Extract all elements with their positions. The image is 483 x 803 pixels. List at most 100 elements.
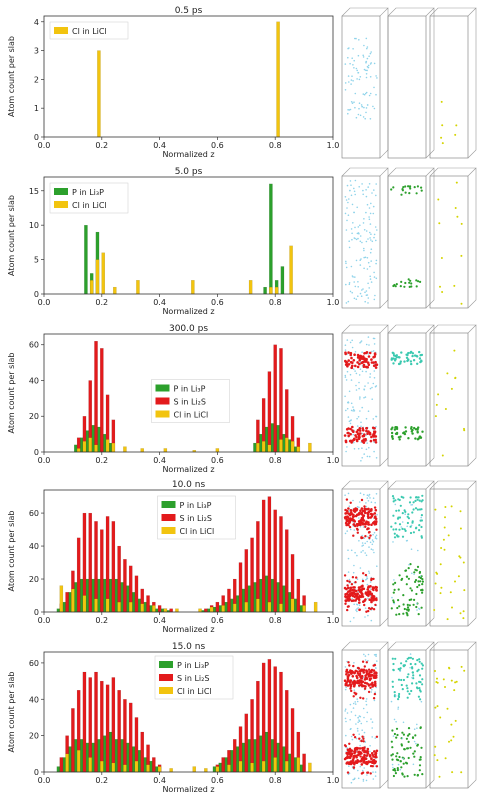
p-atom (394, 581, 397, 585)
p-atom (413, 571, 416, 574)
p-atom (416, 438, 420, 441)
bar (238, 562, 243, 613)
li-atom (357, 777, 360, 780)
p-atom (392, 774, 395, 778)
plot-frame (43, 15, 334, 138)
li-atom (344, 349, 347, 351)
li-atom (410, 548, 413, 550)
p-atom (417, 668, 420, 671)
li-atom (369, 237, 371, 239)
li-atom (365, 700, 367, 703)
s-atom (364, 521, 368, 525)
cl-atom (434, 745, 437, 748)
s-atom (344, 359, 347, 363)
s-atom (370, 523, 373, 526)
li-atom (347, 56, 349, 59)
p-atom (392, 591, 395, 594)
li-atom (364, 385, 366, 387)
li-atom (374, 226, 377, 228)
li-atom (353, 101, 355, 103)
li-atom (346, 747, 348, 749)
box-edges (429, 641, 477, 789)
s-atom (346, 579, 349, 583)
li-atom (346, 184, 349, 187)
p-atom (418, 576, 421, 579)
snapshot-column-3 (429, 641, 477, 789)
legend-label: P in Li₃P (180, 501, 212, 510)
li-atom (369, 223, 372, 225)
li-atom (347, 549, 349, 551)
p-atom (400, 351, 403, 354)
p-atom (416, 508, 419, 511)
cl-atom (455, 124, 458, 127)
box-front (429, 15, 469, 159)
s-atom (347, 586, 350, 590)
bar (267, 601, 272, 613)
li-atom (359, 492, 362, 495)
bar (59, 585, 64, 613)
s-atom (362, 514, 365, 518)
panel-title: 5.0 ps (175, 167, 203, 177)
bar (259, 578, 263, 613)
li-atom (349, 290, 352, 293)
li-atom (353, 529, 356, 531)
li-atom (348, 765, 350, 767)
p-atom (392, 601, 395, 604)
s-atom (346, 676, 350, 679)
bar (273, 666, 277, 773)
p-atom (402, 762, 405, 765)
s-atom (355, 594, 359, 598)
p-atom (401, 527, 404, 531)
li-atom (347, 201, 349, 204)
cl-atom (433, 609, 436, 611)
bar (250, 699, 254, 773)
li-atom (366, 268, 369, 270)
p-atom (421, 664, 424, 667)
s-atom (346, 753, 349, 756)
s-atom (372, 355, 375, 359)
p-atom (404, 185, 407, 188)
s-atom (353, 750, 356, 753)
li-atom (354, 370, 356, 372)
s-atom (345, 668, 349, 672)
bar (285, 690, 289, 773)
snapshot-column-3 (429, 480, 477, 627)
snapshot-column-3 (429, 167, 477, 309)
y-tick-label: 0 (34, 768, 39, 777)
p-atom (403, 528, 406, 531)
li-atom (361, 370, 364, 373)
cl-atom (449, 591, 452, 594)
s-atom (363, 665, 366, 668)
s-atom (362, 671, 366, 674)
li-atom (402, 721, 405, 724)
s-atom (362, 684, 366, 688)
li-atom (361, 729, 364, 731)
p-atom (418, 524, 421, 527)
s-atom (364, 573, 368, 577)
li-atom (352, 80, 354, 82)
li-atom (358, 517, 360, 519)
li-atom (372, 540, 375, 543)
bar (82, 441, 87, 453)
p-atom (411, 736, 415, 739)
plot-frame (43, 489, 334, 613)
s-atom (370, 671, 373, 674)
bar (65, 753, 69, 773)
p-atom (403, 285, 406, 288)
s-atom (359, 670, 362, 673)
cl-atom (459, 556, 462, 559)
p-atom (395, 509, 398, 512)
li-atom (364, 92, 367, 95)
cl-atom (463, 589, 466, 592)
s-atom (355, 597, 359, 601)
bar (250, 762, 254, 773)
p-atom (407, 577, 410, 580)
li-atom (344, 89, 347, 91)
box-front (429, 649, 469, 789)
s-atom (373, 663, 377, 667)
cl-atom (459, 510, 462, 513)
li-atom (351, 203, 354, 206)
s-atom (373, 760, 377, 763)
li-atom (364, 655, 367, 657)
p-atom (420, 514, 423, 517)
